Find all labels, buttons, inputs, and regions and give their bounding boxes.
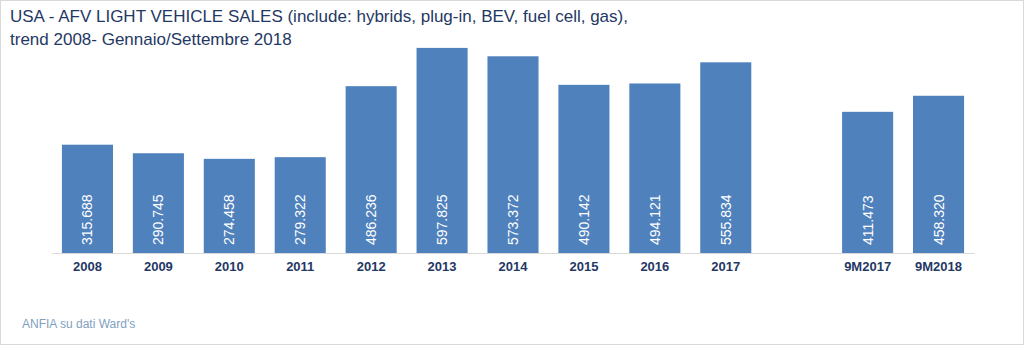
x-tick: 2008 xyxy=(73,253,102,274)
x-tick: 9M2018 xyxy=(915,253,962,274)
bar xyxy=(346,86,397,253)
data-label: 458.320 xyxy=(931,194,947,245)
data-label: 555.834 xyxy=(718,194,734,245)
x-tick-label: 2012 xyxy=(357,259,386,274)
x-tick-label: 2009 xyxy=(144,259,173,274)
x-tick: 2010 xyxy=(215,253,244,274)
data-label: 279.322 xyxy=(292,194,308,245)
bar xyxy=(133,153,184,253)
data-label: 486.236 xyxy=(363,194,379,245)
data-label: 290.745 xyxy=(150,194,166,245)
x-tick: 2015 xyxy=(569,253,598,274)
bar xyxy=(913,96,964,253)
bar xyxy=(487,56,538,253)
x-tick-label: 2017 xyxy=(711,259,740,274)
x-tick: 2012 xyxy=(357,253,386,274)
x-tick: 2009 xyxy=(144,253,173,274)
bar xyxy=(62,145,113,253)
x-tick-label: 2008 xyxy=(73,259,102,274)
source-note: ANFIA su dati Ward's xyxy=(22,317,135,331)
x-tick-label: 9M2018 xyxy=(915,259,962,274)
bar xyxy=(700,62,751,253)
x-tick-label: 2014 xyxy=(499,259,529,274)
data-label: 494.121 xyxy=(647,194,663,245)
frame xyxy=(1,1,1024,345)
title-line: trend 2008- Gennaio/Settembre 2018 xyxy=(10,30,292,49)
data-label: 573.372 xyxy=(505,194,521,245)
data-label: 315.688 xyxy=(79,194,95,245)
x-tick-label: 2013 xyxy=(428,259,457,274)
data-label: 274.458 xyxy=(221,194,237,245)
x-tick-label: 2016 xyxy=(640,259,669,274)
x-axis-line xyxy=(53,253,975,254)
x-tick-label: 2010 xyxy=(215,259,244,274)
x-tick-label: 2015 xyxy=(569,259,598,274)
title: USA - AFV LIGHT VEHICLE SALES (include: … xyxy=(10,7,628,49)
bar xyxy=(842,112,893,253)
x-tick: 2017 xyxy=(711,253,740,274)
x-tick: 2016 xyxy=(640,253,669,274)
bar xyxy=(275,157,326,253)
data-label: 490.142 xyxy=(576,194,592,245)
bar xyxy=(204,159,255,253)
x-tick-label: 9M2017 xyxy=(844,259,891,274)
title-line: USA - AFV LIGHT VEHICLE SALES (include: … xyxy=(10,7,628,26)
x-tick-label: 2011 xyxy=(286,259,314,274)
chart: USA - AFV LIGHT VEHICLE SALES (include: … xyxy=(0,0,1024,345)
x-axis: 2008 2009 2010 2011 2012 2013 2014 2015 2016 2017… xyxy=(53,253,975,274)
x-tick: 2014 xyxy=(499,253,529,274)
bar xyxy=(629,83,680,253)
x-tick: 9M2017 xyxy=(844,253,891,274)
bar xyxy=(417,48,468,253)
x-tick: 2011 xyxy=(286,253,314,274)
data-label: 411.473 xyxy=(860,195,876,245)
bars xyxy=(62,48,964,253)
data-labels: 315.688 290.745 274.458 279.322 486.236 597.8… xyxy=(79,194,946,245)
bar xyxy=(558,85,609,253)
x-tick: 2013 xyxy=(428,253,457,274)
data-label: 597.825 xyxy=(434,194,450,245)
